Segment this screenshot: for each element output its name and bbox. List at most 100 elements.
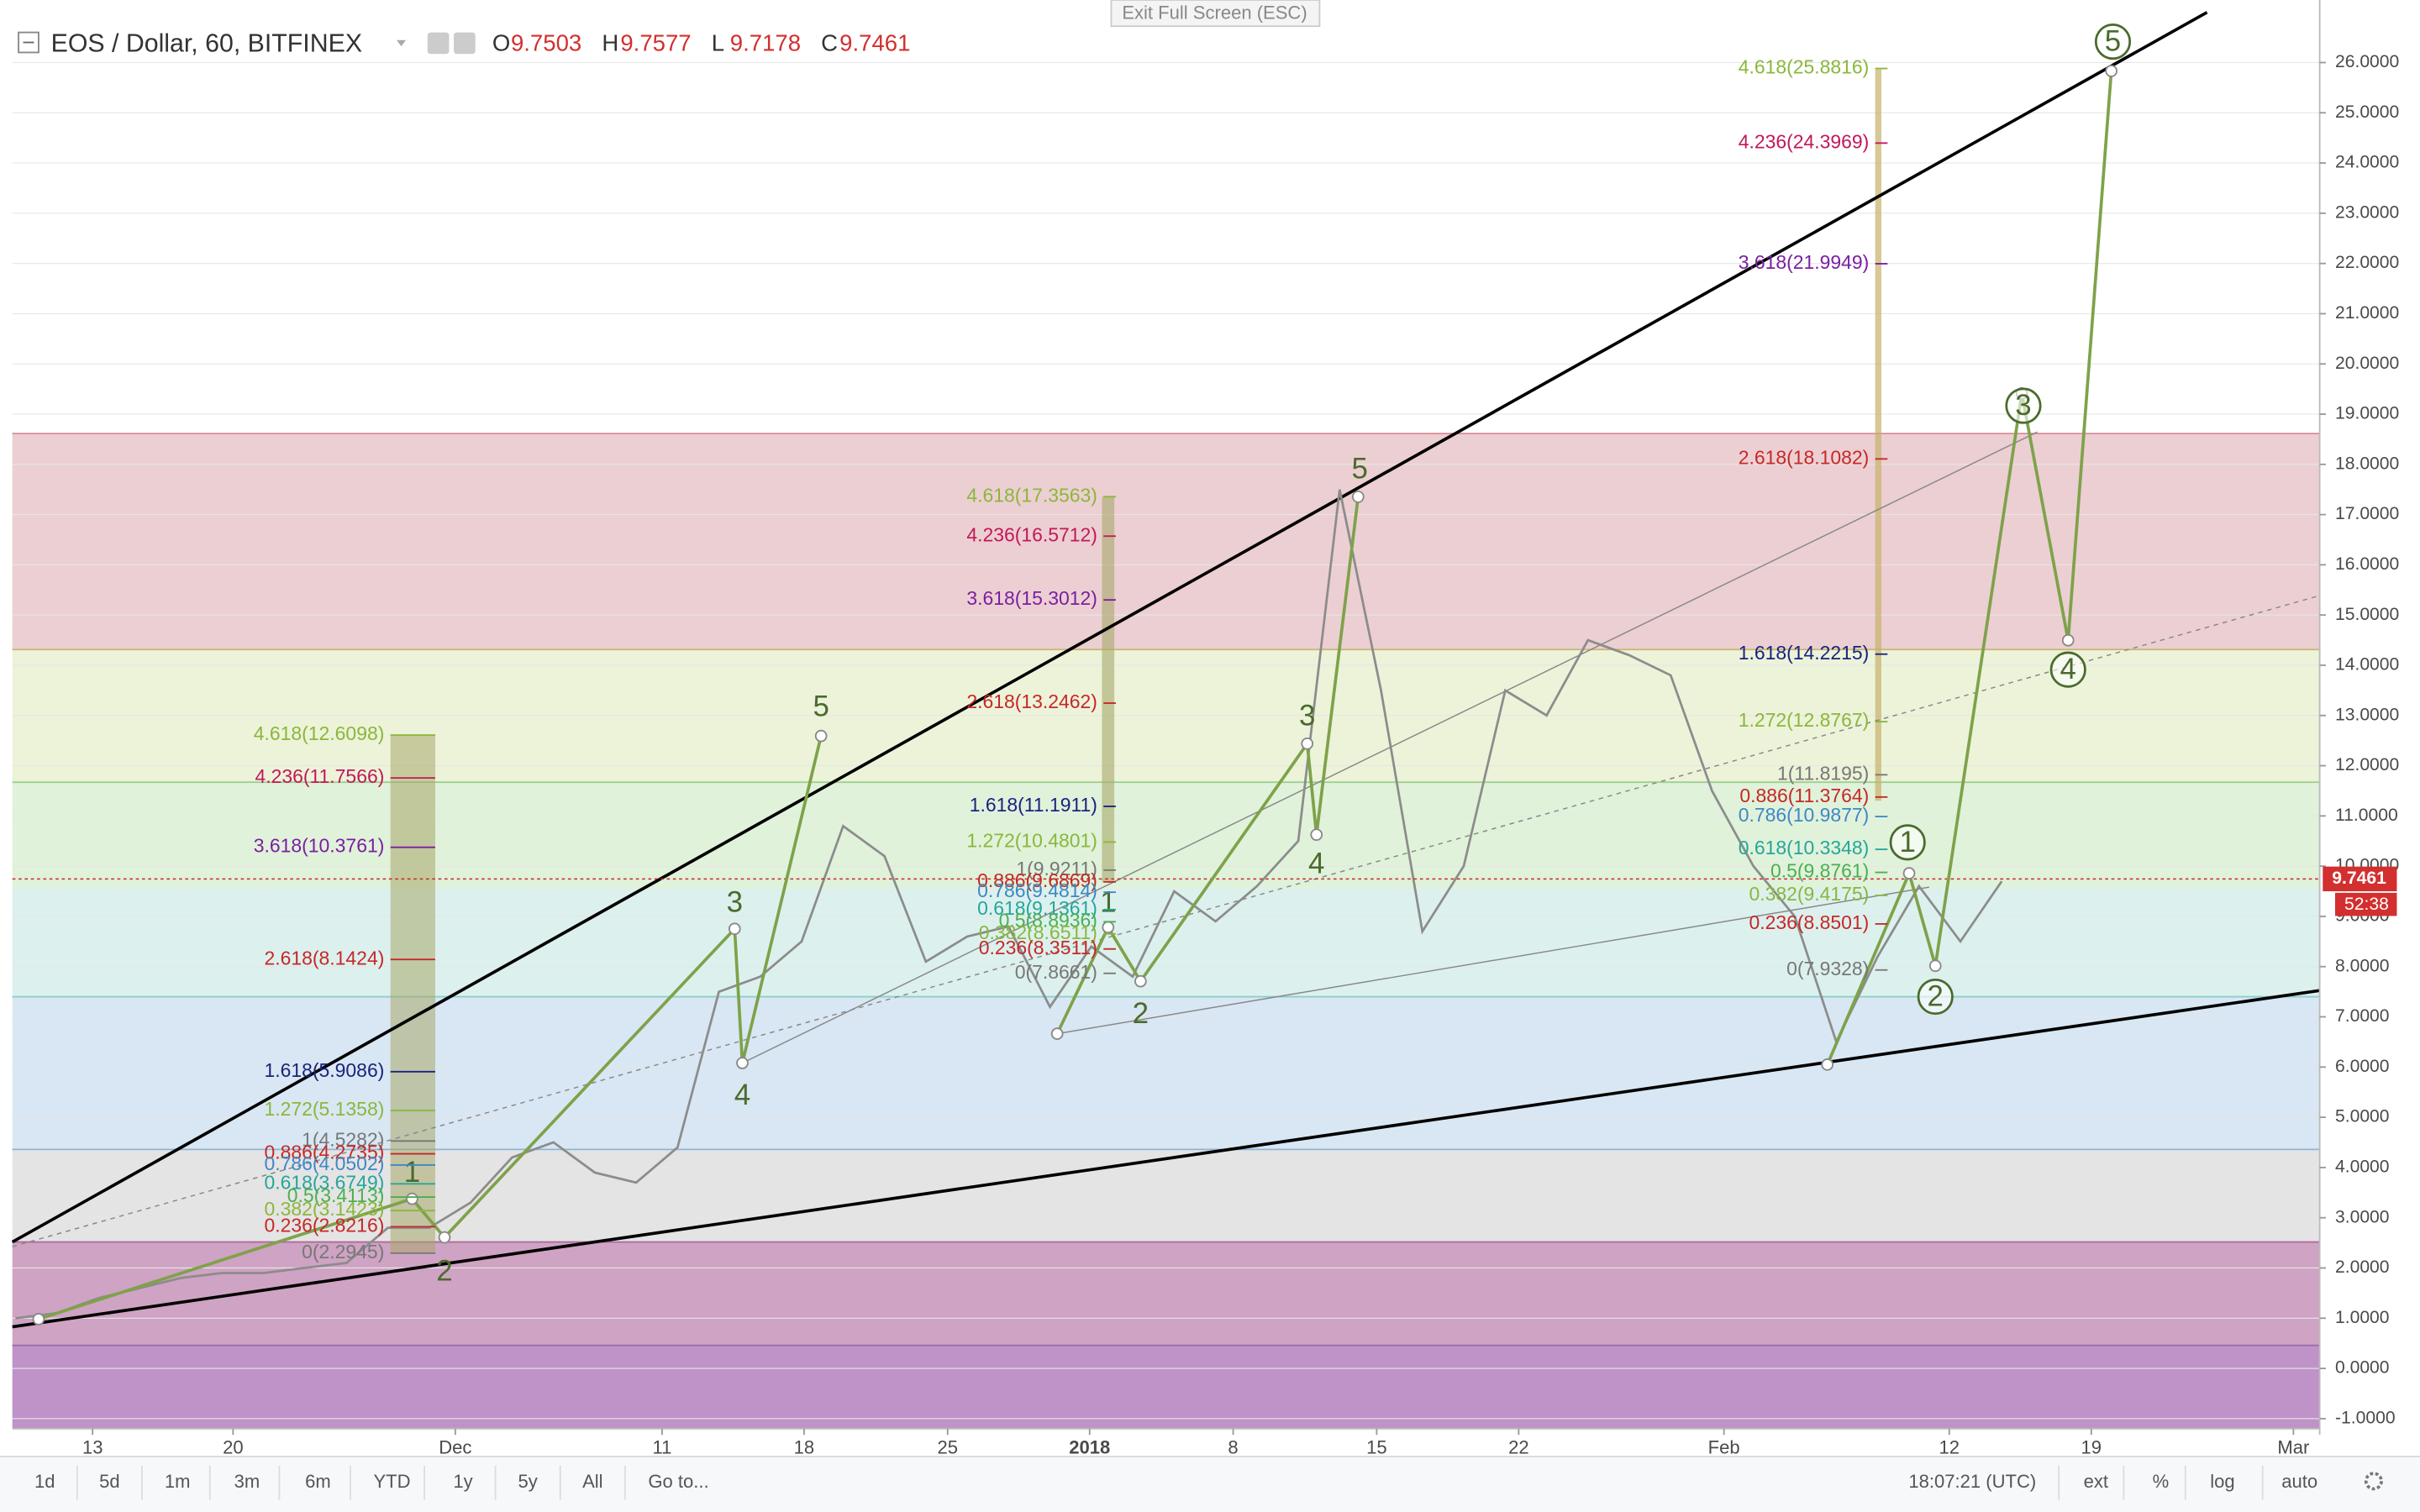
range-button[interactable]: All [582, 1471, 602, 1492]
range-button[interactable]: 1y [453, 1471, 472, 1492]
fib-label: 4.236(24.3969) [1739, 130, 1870, 152]
wave-label: 1 [1100, 886, 1116, 919]
fib-label: 2.618(18.1082) [1739, 446, 1870, 468]
fib-label: 0.5(3.4113) [287, 1184, 385, 1206]
y-tick-label: 21.0000 [2335, 303, 2399, 323]
price-axis [2319, 0, 2420, 1436]
x-tick-label: Mar [2277, 1437, 2309, 1458]
wave-circle [2094, 24, 2132, 60]
price-line [15, 489, 2003, 1320]
exit-button[interactable] [1110, 0, 1321, 28]
fib-label: 2.618(8.1424) [265, 947, 385, 969]
y-tick-label: 24.0000 [2335, 153, 2399, 172]
fib-label: 0(7.8661) [1015, 961, 1097, 983]
range-button[interactable]: 5y [518, 1471, 538, 1492]
zone-purple [12, 1345, 2320, 1429]
y-tick-label: 19.0000 [2335, 404, 2399, 423]
x-axis: 13 20 Dec 11 18 25 2018 8 15 22 Feb 12 19 Mar [82, 1428, 2309, 1458]
range-button[interactable]: 1d [34, 1471, 55, 1492]
zone-mauve [12, 1242, 2320, 1346]
y-tick-label: 8.0000 [2335, 956, 2390, 975]
x-tick-label: Dec [439, 1437, 471, 1458]
x-tick-label: 2018 [1069, 1437, 1110, 1458]
range-button[interactable]: 3m [234, 1471, 260, 1492]
x-tick-label: 11 [653, 1437, 672, 1458]
wave-label: 3 [1299, 699, 1315, 732]
wave-point [2061, 633, 2075, 647]
icon[interactable] [427, 32, 450, 55]
last-price-label: 9.7461 [2332, 869, 2386, 888]
wave-label: 2 [1928, 980, 1944, 1013]
fib-label: 4.618(25.8816) [1739, 56, 1870, 78]
wave-point [1050, 1027, 1064, 1040]
dropdown-arrow[interactable] [397, 39, 407, 47]
option-button[interactable]: auto [2281, 1471, 2317, 1492]
fib-label: 0.618(10.3348) [1739, 837, 1870, 858]
x-tick-label: 19 [2081, 1437, 2102, 1458]
fib-label: 0.382(9.4175) [1749, 883, 1869, 905]
settings-icon[interactable] [2364, 1472, 2383, 1491]
channel-line [1057, 886, 1930, 1035]
fib-label: 2.618(13.2462) [966, 690, 1097, 712]
ohlc-value: 9.7461 [839, 30, 910, 56]
last-price-box [2323, 866, 2397, 892]
option-button[interactable]: log [2210, 1471, 2234, 1492]
fib-label: 0(2.2945) [302, 1241, 384, 1263]
y-tick-label: 26.0000 [2335, 52, 2399, 71]
y-tick-label: 22.0000 [2335, 253, 2399, 272]
y-tick-label: 16.0000 [2335, 554, 2399, 574]
range-button[interactable]: YTD [373, 1471, 410, 1492]
wave-point [32, 1313, 45, 1326]
fib-labels: 4.618(12.6098) 4.236(11.7566) 3.618(10.376… [254, 56, 1888, 1263]
fib-label: 1.618(14.2215) [1739, 642, 1870, 664]
range-button[interactable]: 6m [305, 1471, 331, 1492]
toolbar [0, 1456, 2420, 1512]
wave-point [2105, 65, 2118, 77]
wave-point [1301, 737, 1314, 750]
wave-point [1351, 491, 1365, 503]
icon[interactable] [454, 32, 476, 55]
wave-path [1826, 71, 2113, 1066]
fib-label: 0.618(3.6749) [265, 1171, 385, 1193]
fib-label: 3.618(21.9949) [1739, 251, 1870, 273]
wave-point [814, 729, 828, 743]
option-button[interactable]: ext [2084, 1471, 2108, 1492]
zone-red [12, 433, 2320, 650]
fib-label: 3.618(15.3012) [966, 587, 1097, 609]
fib-label: 3.618(10.3761) [254, 835, 385, 857]
fib-bar [390, 734, 435, 1253]
option-button[interactable]: % [2153, 1471, 2170, 1492]
fib-label: 1(4.5282) [302, 1128, 384, 1150]
fib-label: 0.786(10.9877) [1739, 804, 1870, 826]
x-tick-label: Feb [1708, 1437, 1740, 1458]
y-tick-label: 2.0000 [2335, 1257, 2390, 1277]
wave-path [38, 735, 823, 1321]
wave-point [406, 1192, 418, 1205]
fib-label: 0.382(3.1423) [265, 1198, 385, 1220]
range-button[interactable]: 5d [99, 1471, 120, 1492]
fib-label: 4.618(12.6098) [254, 722, 385, 744]
x-tick-label: 8 [1228, 1437, 1238, 1458]
wave-circle [1917, 978, 1954, 1016]
fib-bar [1875, 69, 1881, 801]
y-tick-label: 17.0000 [2335, 504, 2399, 523]
wave-label: 1 [404, 1156, 420, 1189]
wave-point [1928, 959, 1942, 973]
toolbar-items: 1d 5d 1m 3m 6m YTD 1y 5y All Go to... 18:07:21 (UT… [34, 1465, 2317, 1500]
wave-circle [2049, 651, 2086, 688]
wave-label: 1 [1900, 826, 1916, 858]
x-tick-label: 25 [937, 1437, 958, 1458]
wave-label: 3 [2015, 389, 2031, 422]
countdown-box [2334, 892, 2397, 916]
fib-label: 0.886(11.3764) [1739, 785, 1869, 806]
ohlc-key: H [602, 30, 618, 56]
range-button[interactable]: 1m [165, 1471, 191, 1492]
clock: 18:07:21 (UTC) [1908, 1471, 2036, 1492]
ohlc-value: 9.7503 [511, 30, 581, 56]
wave-path [1055, 496, 1360, 1035]
fib-label: 4.618(17.3563) [966, 484, 1097, 506]
goto-button[interactable]: Go to... [648, 1471, 708, 1492]
exit-label[interactable]: Exit Full Screen (ESC) [1122, 2, 1307, 23]
wave-label: 5 [1351, 452, 1367, 485]
y-tick-label: 3.0000 [2335, 1207, 2390, 1226]
